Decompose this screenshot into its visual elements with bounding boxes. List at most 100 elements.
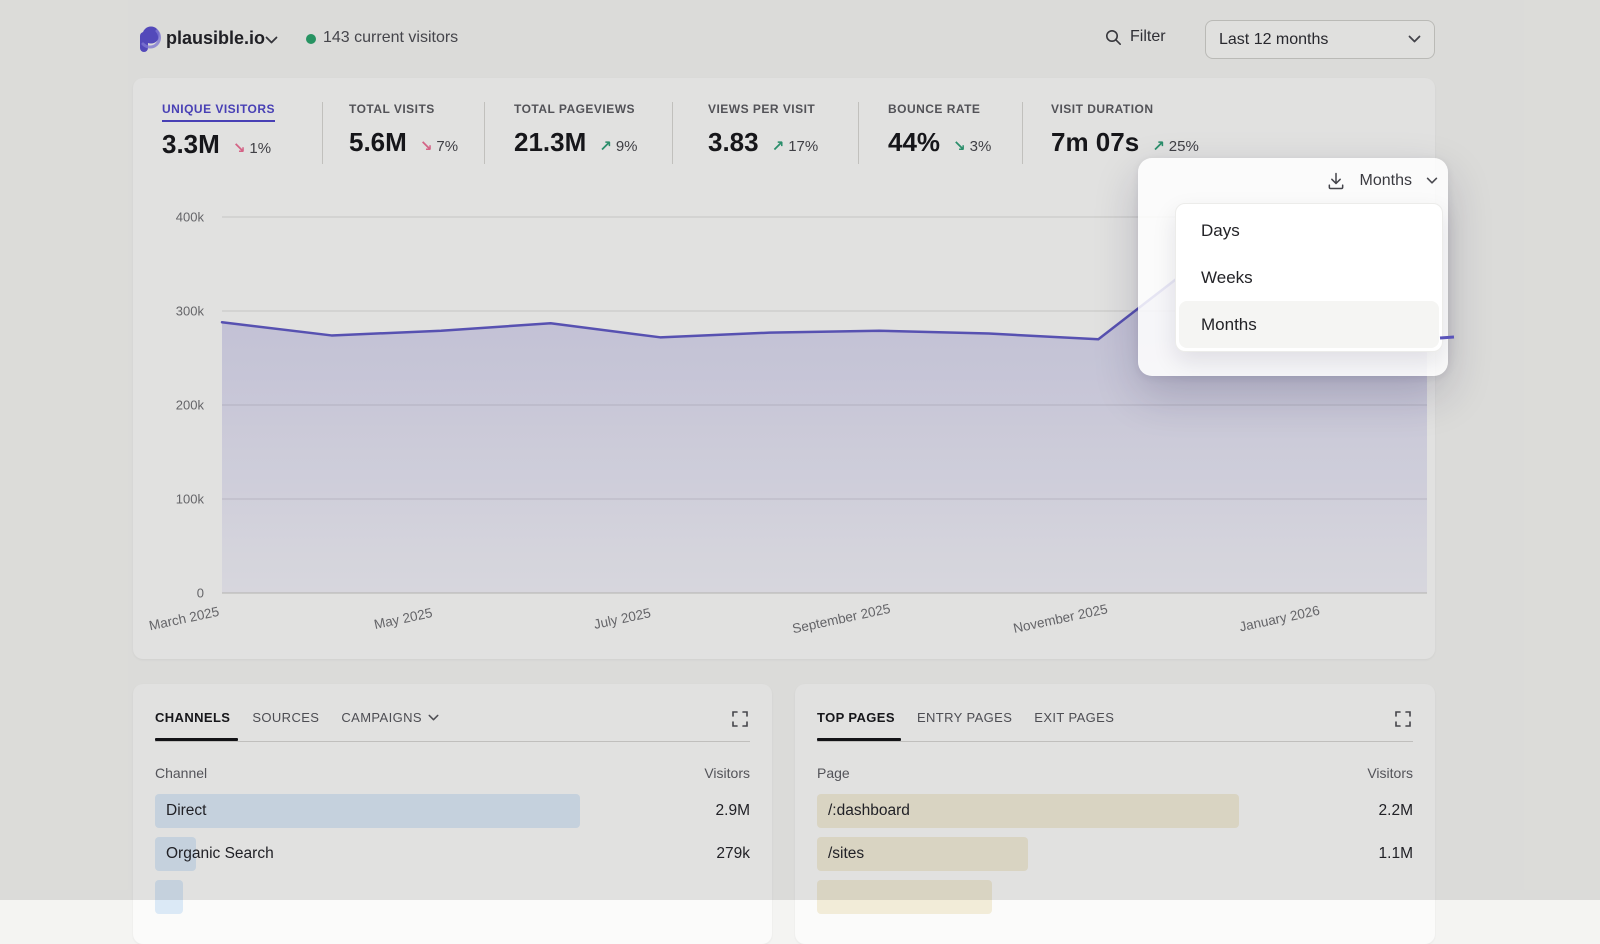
daterange-value: Last 12 months <box>1219 30 1329 48</box>
stat-change: 1% <box>249 140 272 157</box>
row-bar <box>817 837 1028 871</box>
active-tab-underline <box>155 738 238 741</box>
trend-arrow-icon: ↘ <box>232 139 246 157</box>
page-link[interactable]: /:dashboard <box>828 802 910 819</box>
row-value: 279k <box>716 845 750 862</box>
row-bar <box>817 880 993 914</box>
stat-value: 44% <box>888 127 941 157</box>
table-row[interactable]: Direct 2.9M <box>155 794 750 828</box>
menu-item-months[interactable]: Months <box>1179 301 1439 348</box>
table-row-partial <box>817 880 1413 914</box>
trend-arrow-icon: ↗ <box>599 137 612 155</box>
menu-item-weeks[interactable]: Weeks <box>1201 268 1253 287</box>
expand-icon[interactable] <box>732 711 748 727</box>
divider <box>484 102 485 164</box>
divider <box>1022 102 1023 164</box>
chevron-down-icon <box>1426 177 1438 185</box>
interval-select[interactable]: Months <box>1359 172 1412 189</box>
divider <box>155 741 750 742</box>
svg-text:400k: 400k <box>176 210 205 225</box>
stat-label: VISIT DURATION <box>1051 102 1154 116</box>
column-header-value: Visitors <box>1367 765 1413 781</box>
current-visitors[interactable]: 143 current visitors <box>323 29 459 46</box>
filter-label: Filter <box>1130 28 1166 45</box>
stat-visit-duration[interactable]: VISIT DURATION 7m 07s ↗ 25% <box>1051 100 1199 158</box>
stat-total-visits[interactable]: TOTAL VISITS 5.6M ↘ 7% <box>349 100 458 158</box>
tab-exit-pages[interactable]: EXIT PAGES <box>1034 710 1115 725</box>
svg-text:November 2025: November 2025 <box>1012 601 1109 636</box>
pages-card: TOP PAGES ENTRY PAGES EXIT PAGES Page Vi… <box>795 684 1435 944</box>
interval-menu: Days Weeks Months <box>1175 203 1443 352</box>
chart-line-fragment <box>1439 335 1455 340</box>
tab-top-pages[interactable]: TOP PAGES <box>817 710 895 725</box>
stat-label: TOTAL VISITS <box>349 102 435 116</box>
svg-text:200k: 200k <box>176 398 205 413</box>
table-row[interactable]: /sites 1.1M <box>817 837 1413 871</box>
stat-unique-visitors[interactable]: UNIQUE VISITORS 3.3M ↘ 1% <box>162 100 275 160</box>
site-switcher[interactable]: plausible.io <box>166 28 266 48</box>
trend-arrow-icon: ↘ <box>419 137 433 155</box>
filter-button[interactable]: Filter <box>1105 28 1166 46</box>
svg-text:100k: 100k <box>176 492 205 507</box>
svg-text:July 2025: July 2025 <box>592 605 652 632</box>
column-header-name: Channel <box>155 765 208 781</box>
svg-text:March 2025: March 2025 <box>148 604 221 633</box>
column-header-name: Page <box>817 765 850 781</box>
channel-link[interactable]: Direct <box>166 802 207 819</box>
page-link[interactable]: /sites <box>828 845 865 862</box>
stat-value: 21.3M <box>514 127 587 157</box>
table-row[interactable]: /:dashboard 2.2M <box>817 794 1413 828</box>
tab-entry-pages[interactable]: ENTRY PAGES <box>916 710 1013 725</box>
stat-label: UNIQUE VISITORS <box>162 102 275 122</box>
stat-change: 3% <box>969 138 992 155</box>
stat-change: 25% <box>1168 138 1199 155</box>
stat-total-pageviews[interactable]: TOTAL PAGEVIEWS 21.3M ↗ 9% <box>514 100 638 158</box>
active-tab-underline <box>817 738 901 741</box>
stat-value: 3.3M <box>162 129 220 159</box>
stat-bounce-rate[interactable]: BOUNCE RATE 44% ↘ 3% <box>888 100 991 158</box>
chevron-down-icon <box>428 714 439 720</box>
svg-text:0: 0 <box>197 586 204 601</box>
tab-channels[interactable]: CHANNELS <box>155 710 231 725</box>
row-bar <box>155 837 196 871</box>
row-bar <box>817 794 1239 828</box>
stat-value: 3.83 <box>708 127 759 157</box>
svg-text:September 2025: September 2025 <box>791 601 892 636</box>
live-dot <box>306 34 316 44</box>
stat-views-per-visit[interactable]: VIEWS PER VISIT 3.83 ↗ 17% <box>708 100 818 158</box>
expand-icon[interactable] <box>1395 711 1411 727</box>
chevron-down-icon[interactable] <box>265 36 278 45</box>
trend-arrow-icon: ↗ <box>1152 137 1165 155</box>
chevron-down-icon <box>1408 35 1421 44</box>
row-value: 2.2M <box>1378 802 1413 819</box>
menu-item-days[interactable]: Days <box>1201 221 1240 240</box>
table-row[interactable]: Organic Search 279k <box>155 837 750 871</box>
stat-label: VIEWS PER VISIT <box>708 102 816 116</box>
svg-text:300k: 300k <box>176 304 205 319</box>
trend-arrow-icon: ↗ <box>771 137 785 155</box>
divider <box>858 102 859 164</box>
interval-dropdown-panel: Months Days Weeks Months <box>1138 158 1448 376</box>
stat-value: 5.6M <box>349 127 407 157</box>
tab-campaigns[interactable]: CAMPAIGNS <box>341 710 439 725</box>
daterange-select[interactable]: Last 12 months <box>1205 20 1435 59</box>
trend-arrow-icon: ↘ <box>953 137 966 155</box>
channel-link[interactable]: Organic Search <box>166 845 274 862</box>
svg-text:May 2025: May 2025 <box>373 605 434 632</box>
visitors-area-chart[interactable]: 0 100k 200k 300k 400k March 2025 May 2025 July … <box>133 78 1435 659</box>
stat-change: 9% <box>615 138 638 155</box>
row-bar <box>155 880 184 914</box>
stat-change: 7% <box>436 138 459 155</box>
download-icon[interactable] <box>1326 171 1346 191</box>
stat-change: 17% <box>788 138 819 155</box>
svg-text:January 2026: January 2026 <box>1238 603 1321 635</box>
plausible-logo <box>137 24 163 54</box>
table-row-partial <box>155 880 750 914</box>
row-bar <box>155 794 580 828</box>
stat-label: BOUNCE RATE <box>888 102 981 116</box>
divider <box>817 741 1413 742</box>
divider <box>322 102 323 164</box>
stat-label: TOTAL PAGEVIEWS <box>514 102 635 116</box>
channels-card: CHANNELS SOURCES CAMPAIGNS Channel Visit… <box>133 684 772 944</box>
tab-sources[interactable]: SOURCES <box>252 710 320 725</box>
